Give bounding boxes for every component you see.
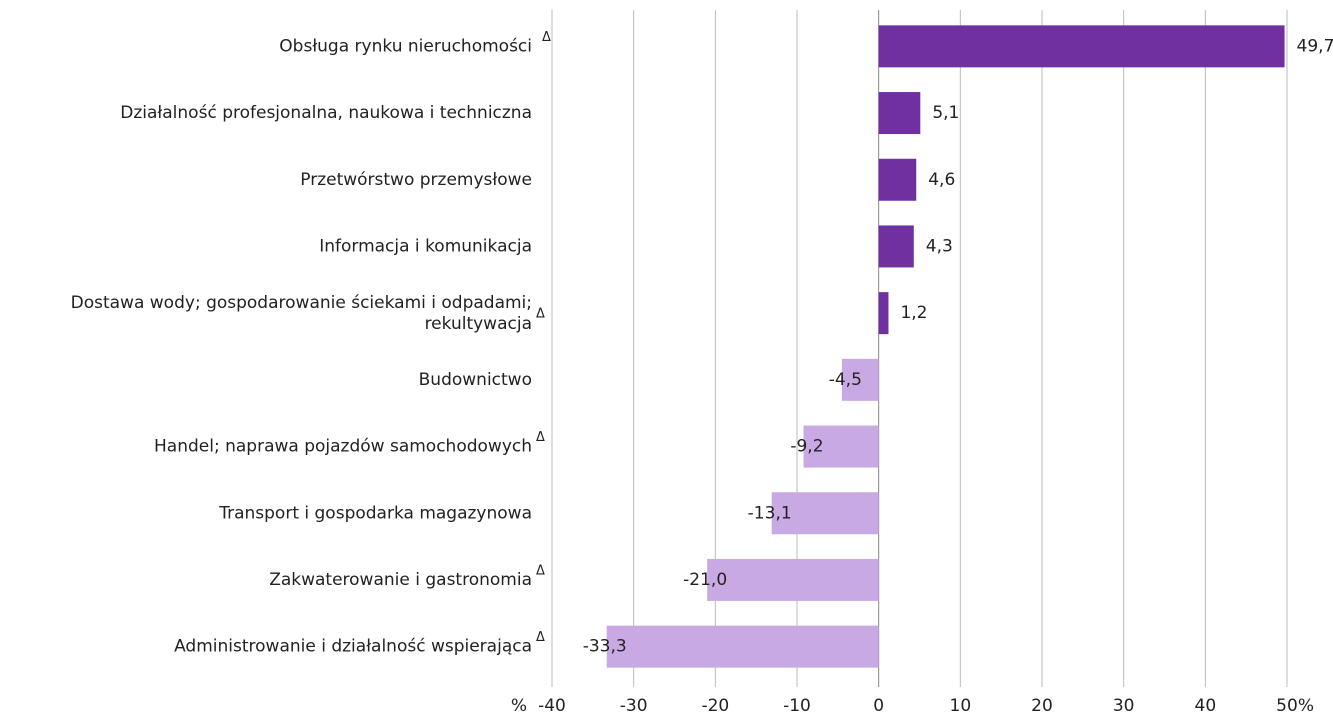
bar [878, 158, 917, 201]
bar [841, 358, 879, 401]
category-label: Administrowanie i działalność wspierając… [174, 637, 532, 657]
value-label: -33,3 [583, 637, 627, 657]
x-tick-label: -10 [783, 696, 811, 716]
value-label: 49,7 [1297, 36, 1333, 56]
category-label: Transport i gospodarka magazynowa [218, 503, 532, 523]
unit-label: % [1298, 696, 1314, 716]
category-label: Handel; naprawa pojazdów samochodowych [154, 437, 532, 457]
x-tick-label: 50 [1276, 696, 1298, 716]
marker: Δ [536, 307, 545, 322]
category-label: Budownictwo [419, 370, 532, 390]
marker: Δ [536, 430, 545, 445]
marker: Δ [536, 630, 545, 645]
value-label: 4,3 [926, 236, 953, 256]
marker: Δ [542, 30, 551, 45]
category-label-line: Dostawa wody; gospodarowanie ściekami i … [71, 293, 532, 313]
bar [771, 492, 879, 535]
value-label: 1,2 [900, 303, 927, 323]
bar [707, 558, 879, 601]
bar [878, 92, 921, 135]
x-tick-label: 30 [1113, 696, 1135, 716]
marker: Δ [536, 563, 545, 578]
x-tick-label: 40 [1195, 696, 1217, 716]
bar [878, 292, 889, 335]
category-label-line: rekultywacja [425, 314, 532, 334]
category-label: Informacja i komunikacja [319, 236, 532, 256]
x-tick-label: 20 [1031, 696, 1053, 716]
value-label: -21,0 [683, 570, 727, 590]
value-label: -4,5 [829, 370, 862, 390]
category-label: Działalność profesjonalna, naukowa i tec… [120, 103, 532, 123]
value-label: 5,1 [932, 103, 959, 123]
category-label: Przetwórstwo przemysłowe [300, 170, 532, 190]
x-tick-label: 10 [950, 696, 972, 716]
x-tick-label: -20 [701, 696, 729, 716]
category-label: Zakwaterowanie i gastronomia [269, 570, 532, 590]
bar [878, 25, 1285, 68]
value-label: 4,6 [928, 170, 955, 190]
unit-label: % [511, 696, 527, 716]
value-label: -13,1 [748, 503, 792, 523]
x-tick-label: -40 [538, 696, 566, 716]
x-tick-label: 0 [873, 696, 884, 716]
x-tick-label: -30 [620, 696, 648, 716]
category-label: Dostawa wody; gospodarowanie ściekami i … [71, 293, 532, 334]
bar [606, 625, 879, 668]
bar [803, 425, 879, 468]
value-label: -9,2 [790, 437, 823, 457]
bar [878, 225, 914, 268]
category-label: Obsługa rynku nieruchomości [279, 36, 532, 56]
